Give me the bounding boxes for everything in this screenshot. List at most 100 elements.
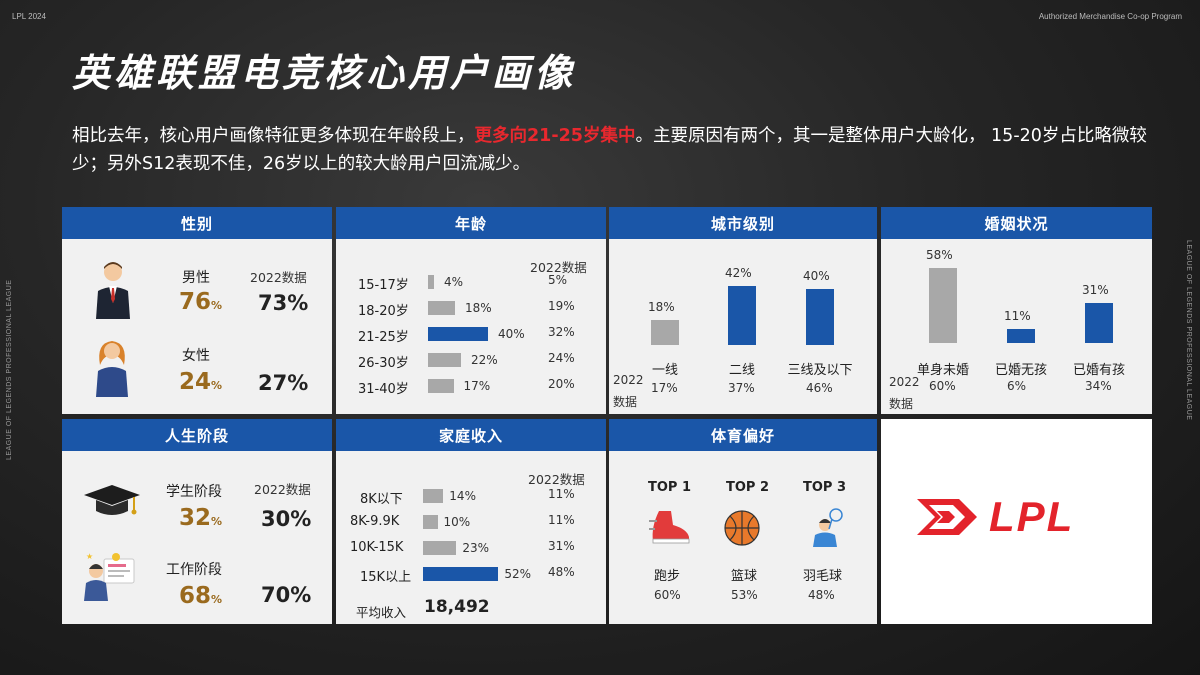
- age-row-label: 21-25岁: [358, 330, 409, 345]
- income-bar: [423, 489, 444, 503]
- life-panel: 人生阶段 学生阶段 32% 2022数据 30% ★ 工作阶段 68% 70%: [62, 419, 332, 624]
- city-bar-value: 18%: [648, 299, 675, 314]
- basketball-icon: [724, 510, 760, 546]
- age-panel: 年龄 2022数据 15-17岁 4% 5% 18-20岁 18% 19% 21-25岁 40…: [336, 207, 606, 414]
- sports-value-2: 53%: [731, 588, 758, 602]
- income-ref-value: 11%: [548, 487, 575, 501]
- corner-right-label: Authorized Merchandise Co-op Program: [1038, 12, 1182, 21]
- age-bar: [428, 301, 455, 315]
- running-shoe-icon: [649, 511, 690, 544]
- age-bar: [428, 353, 461, 367]
- marriage-ref-label-2: 数据: [889, 397, 914, 411]
- intro-part2: 。主要原因有两个，其一是整体用户大龄化， 15-20岁占比略微较少；另外S12表…: [72, 126, 1147, 174]
- sports-label-2: 篮球: [731, 569, 758, 584]
- income-bar-value: 14%: [449, 489, 476, 503]
- marriage-panel: 婚姻状况 2022 数据 58% 单身未婚 60% 11% 已婚无孩 6% 31% 已婚有孩 3…: [881, 207, 1152, 414]
- marriage-col-label: 已婚无孩: [995, 363, 1048, 378]
- page-title: 英雄联盟电竞核心用户画像: [72, 51, 577, 95]
- side-label-right: LEAGUE OF LEGENDS PROFESSIONAL LEAGUE: [1185, 240, 1192, 421]
- age-bar-value: 22%: [471, 353, 498, 367]
- city-panel: 城市级别 2022 数据 18% 一线 17% 42% 二线 37% 40% 三线及以下 46%: [609, 207, 877, 414]
- gender-female-label: 女性: [182, 348, 210, 364]
- marriage-panel-title: 婚姻状况: [881, 207, 1152, 239]
- city-ref-value: 17%: [651, 381, 678, 395]
- age-panel-title: 年龄: [336, 207, 606, 239]
- gender-male-ref: 73%: [258, 291, 309, 315]
- life-panel-title: 人生阶段: [62, 419, 332, 451]
- sports-panel: 体育偏好 TOP 1 TOP 2 TOP 3 跑步 篮球 羽毛球 60% 53%…: [609, 419, 877, 624]
- income-ref-value: 48%: [548, 565, 575, 579]
- gender-ref-label-1: 2022数据: [250, 270, 307, 285]
- woman-icon: [96, 341, 128, 397]
- age-bar: [428, 327, 488, 341]
- age-row-label: 26-30岁: [358, 356, 409, 371]
- age-ref-value: 32%: [548, 325, 575, 339]
- life-student-ref: 30%: [261, 507, 312, 531]
- logo-panel: LPL: [881, 419, 1152, 624]
- income-avg-label: 平均收入: [356, 605, 407, 620]
- city-col-label: 一线: [652, 363, 679, 378]
- income-bar-value: 52%: [504, 567, 532, 581]
- businessman-icon: [96, 262, 130, 319]
- income-bar-value: 10%: [443, 515, 471, 529]
- sports-value-1: 60%: [654, 588, 681, 602]
- income-row-label: 15K以上: [360, 570, 412, 585]
- income-bar: [423, 541, 457, 555]
- sports-label-1: 跑步: [654, 569, 681, 584]
- income-row-label: 8K-9.9K: [350, 514, 400, 529]
- sports-rank-3: TOP 3: [803, 480, 847, 495]
- marriage-bar-value: 31%: [1082, 282, 1109, 297]
- marriage-col-label: 单身未婚: [917, 363, 970, 378]
- marriage-bar: [1085, 302, 1113, 343]
- income-row-label: 8K以下: [360, 492, 403, 507]
- income-row-label: 10K-15K: [350, 540, 404, 555]
- graduation-cap-icon: [84, 485, 140, 515]
- marriage-col-label: 已婚有孩: [1073, 363, 1126, 378]
- age-row-label: 31-40岁: [358, 382, 409, 397]
- income-ref-value: 11%: [548, 513, 575, 527]
- city-ref-label-1: 2022: [613, 373, 644, 387]
- gender-male-value: 76%: [179, 289, 223, 315]
- age-ref-value: 24%: [548, 351, 575, 365]
- city-bar-value: 42%: [725, 266, 752, 281]
- marriage-ref-value: 60%: [929, 379, 956, 393]
- age-bar-value: 4%: [444, 275, 464, 289]
- marriage-bar: [929, 267, 957, 343]
- income-ref-value: 31%: [548, 539, 575, 553]
- marriage-ref-value: 6%: [1007, 379, 1027, 393]
- gender-panel: 性别 男性 76% 2022数据 73% 女性 24% 27%: [62, 207, 332, 414]
- life-student-value: 32%: [179, 505, 223, 531]
- lpl-logo-text: LPL: [989, 493, 1075, 540]
- marriage-ref-label-1: 2022: [889, 375, 920, 389]
- income-ref-label: 2022数据: [528, 472, 585, 487]
- gender-female-ref: 27%: [258, 371, 309, 395]
- marriage-bar-value: 58%: [926, 247, 953, 262]
- income-bar-value: 23%: [462, 541, 490, 555]
- gender-female-value: 24%: [179, 369, 223, 395]
- income-avg-value: 18,492: [424, 597, 490, 617]
- city-panel-title: 城市级别: [609, 207, 877, 239]
- sports-value-3: 48%: [808, 588, 835, 602]
- marriage-ref-value: 34%: [1085, 379, 1112, 393]
- income-panel: 家庭收入 2022数据 8K以下 14% 11% 8K-9.9K 10% 11% 10K-1…: [336, 419, 606, 624]
- age-ref-value: 20%: [548, 377, 575, 391]
- office-worker-icon: ★: [84, 552, 135, 601]
- life-work-ref: 70%: [261, 583, 312, 607]
- city-bar: [728, 286, 756, 345]
- side-label-left: LEAGUE OF LEGENDS PROFESSIONAL LEAGUE: [6, 279, 13, 460]
- life-ref-label: 2022数据: [254, 482, 311, 497]
- age-row-label: 18-20岁: [358, 304, 409, 319]
- age-bar-value: 18%: [465, 301, 492, 315]
- intro-part1: 相比去年，核心用户画像特征更多体现在年龄段上，: [72, 126, 475, 146]
- sports-label-3: 羽毛球: [803, 569, 843, 584]
- sports-panel-title: 体育偏好: [609, 419, 877, 451]
- sports-rank-1: TOP 1: [648, 480, 692, 495]
- intro-text: 相比去年，核心用户画像特征更多体现在年龄段上，更多向21-25岁集中。主要原因有…: [72, 122, 1152, 178]
- income-bar: [423, 567, 499, 581]
- age-row-label: 15-17岁: [358, 278, 409, 293]
- age-bar-value: 40%: [498, 327, 525, 341]
- city-col-label: 三线及以下: [787, 363, 853, 378]
- life-work-label: 工作阶段: [166, 562, 222, 578]
- gender-panel-title: 性别: [62, 207, 332, 239]
- city-ref-value: 37%: [728, 381, 755, 395]
